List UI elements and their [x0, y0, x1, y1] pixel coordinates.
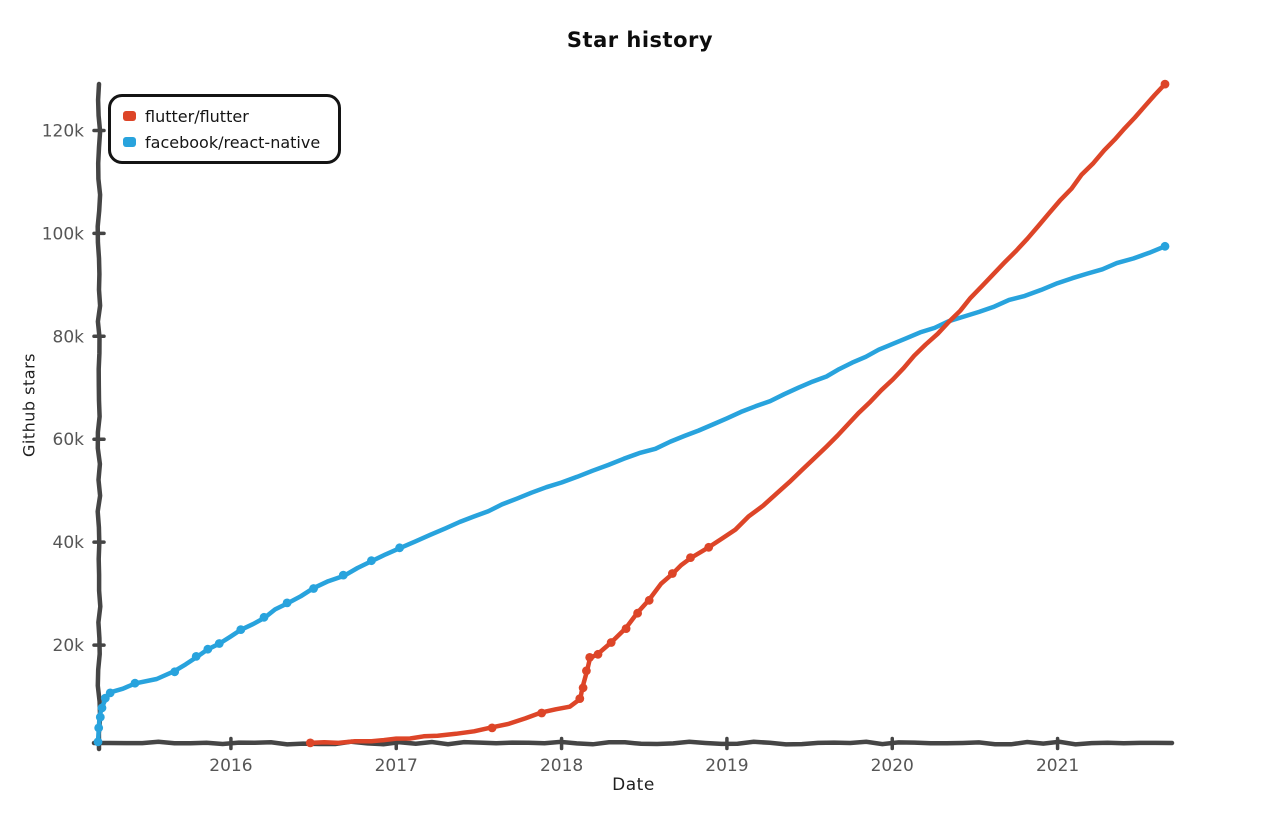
legend-item-react-native: facebook/react-native	[123, 130, 320, 154]
data-point-marker	[259, 612, 269, 622]
x-tick-label: 2019	[705, 756, 748, 776]
y-tick-label: 100k	[42, 224, 84, 244]
data-point-marker	[97, 703, 107, 713]
y-tick-label: 60k	[53, 430, 85, 450]
data-point-marker	[578, 683, 588, 693]
x-tick-label: 2018	[540, 756, 583, 776]
data-point-marker	[1160, 241, 1170, 251]
y-tick-label: 40k	[53, 533, 85, 553]
data-point-marker	[644, 595, 654, 605]
x-tick-label: 2016	[209, 756, 252, 776]
chart-title: Star history	[566, 28, 714, 52]
data-point-marker	[367, 556, 376, 566]
react-native-series-swatch-icon	[123, 137, 136, 147]
data-point-marker	[537, 708, 547, 718]
data-point-marker	[704, 542, 714, 552]
data-point-marker	[575, 694, 585, 703]
data-point-marker	[305, 738, 315, 748]
legend-label-flutter: flutter/flutter	[145, 106, 249, 126]
data-point-marker	[633, 608, 642, 618]
data-point-marker	[395, 543, 404, 553]
y-axis	[95, 81, 103, 752]
data-point-marker	[236, 625, 246, 634]
x-axis	[91, 739, 1175, 747]
data-point-marker	[170, 667, 180, 677]
y-tick-label: 120k	[42, 121, 84, 141]
legend-item-flutter: flutter/flutter	[123, 104, 320, 128]
legend-label-react-native: facebook/react-native	[145, 132, 321, 152]
data-point-marker	[95, 712, 105, 722]
data-point-marker	[487, 723, 497, 733]
series-flutter-flutter	[305, 79, 1170, 748]
tick-labels: 2016 2017 2018 2019 2020 2021 20k 40k 60k 80k 100k…	[42, 121, 1080, 776]
x-tick-label: 2020	[871, 756, 914, 776]
y-tick-label: 20k	[53, 636, 85, 656]
data-point-marker	[203, 644, 213, 654]
data-point-marker	[606, 638, 616, 647]
data-point-marker	[338, 570, 348, 580]
data-point-marker	[214, 639, 224, 648]
data-point-marker	[94, 723, 104, 733]
data-point-marker	[686, 553, 695, 562]
data-point-marker	[191, 652, 201, 661]
x-tick-label: 2021	[1036, 756, 1079, 776]
data-point-marker	[668, 569, 677, 578]
data-point-marker	[309, 584, 318, 593]
data-point-marker	[593, 649, 603, 659]
data-point-marker	[621, 624, 631, 633]
y-axis-title: Github stars	[19, 353, 39, 457]
data-point-marker	[130, 678, 140, 688]
x-tick-label: 2017	[375, 756, 418, 776]
x-axis-title: Date	[612, 775, 655, 795]
data-point-marker	[282, 598, 292, 608]
legend: flutter/flutter facebook/react-native	[108, 94, 342, 164]
y-tick-label: 80k	[53, 327, 85, 347]
data-point-marker	[93, 737, 103, 747]
series-facebook-react-native	[93, 241, 1170, 747]
data-point-marker	[582, 666, 591, 676]
axes	[91, 81, 1175, 752]
data-point-marker	[1160, 79, 1170, 89]
data-point-marker	[105, 688, 115, 698]
flutter-series-swatch-icon	[123, 111, 136, 121]
series-line	[95, 244, 1168, 745]
data-point-marker	[585, 653, 595, 662]
